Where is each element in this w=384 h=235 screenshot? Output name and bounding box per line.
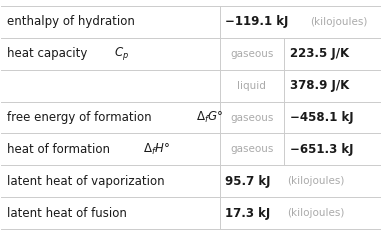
Text: (kilojoules): (kilojoules): [287, 208, 344, 218]
Text: −119.1 kJ: −119.1 kJ: [225, 16, 289, 28]
Text: $\Delta_f H°$: $\Delta_f H°$: [143, 142, 170, 157]
Text: heat of formation: heat of formation: [7, 143, 114, 156]
Text: latent heat of fusion: latent heat of fusion: [7, 207, 127, 219]
Text: 17.3 kJ: 17.3 kJ: [225, 207, 271, 219]
Text: (kilojoules): (kilojoules): [310, 17, 367, 27]
Text: −651.3 kJ: −651.3 kJ: [290, 143, 353, 156]
Text: gaseous: gaseous: [230, 49, 273, 59]
Text: 378.9 J/K: 378.9 J/K: [290, 79, 349, 92]
Text: $\Delta_f G°$: $\Delta_f G°$: [196, 110, 223, 125]
Text: 223.5 J/K: 223.5 J/K: [290, 47, 349, 60]
Text: $C_p$: $C_p$: [114, 45, 129, 62]
Text: latent heat of vaporization: latent heat of vaporization: [7, 175, 165, 188]
Text: heat capacity: heat capacity: [7, 47, 91, 60]
Text: liquid: liquid: [237, 81, 266, 91]
Text: 95.7 kJ: 95.7 kJ: [225, 175, 271, 188]
Text: (kilojoules): (kilojoules): [287, 176, 344, 186]
Text: gaseous: gaseous: [230, 144, 273, 154]
Text: enthalpy of hydration: enthalpy of hydration: [7, 16, 135, 28]
Text: gaseous: gaseous: [230, 113, 273, 122]
Text: free energy of formation: free energy of formation: [7, 111, 156, 124]
Text: −458.1 kJ: −458.1 kJ: [290, 111, 353, 124]
